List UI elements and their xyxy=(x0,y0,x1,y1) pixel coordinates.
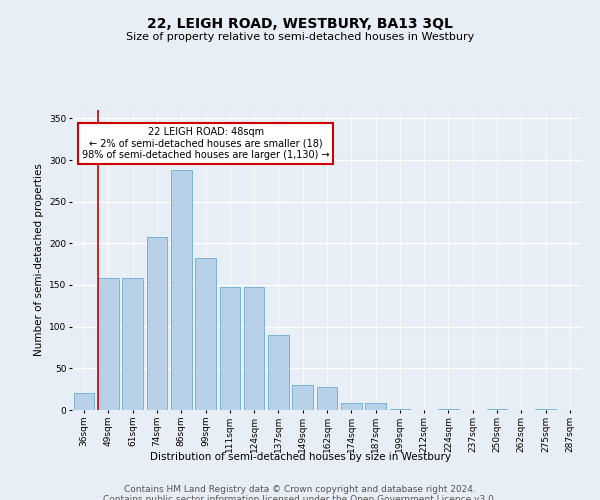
Bar xyxy=(365,404,386,410)
Bar xyxy=(438,409,459,410)
Bar xyxy=(171,170,191,410)
Text: Distribution of semi-detached houses by size in Westbury: Distribution of semi-detached houses by … xyxy=(149,452,451,462)
Bar xyxy=(244,286,265,410)
Bar xyxy=(292,385,313,410)
Y-axis label: Number of semi-detached properties: Number of semi-detached properties xyxy=(34,164,44,356)
Text: Contains HM Land Registry data © Crown copyright and database right 2024.: Contains HM Land Registry data © Crown c… xyxy=(124,485,476,494)
Bar xyxy=(74,394,94,410)
Text: Contains public sector information licensed under the Open Government Licence v3: Contains public sector information licen… xyxy=(103,495,497,500)
Bar xyxy=(487,409,508,410)
Bar xyxy=(195,258,216,410)
Bar xyxy=(146,236,167,410)
Bar xyxy=(98,278,119,410)
Bar xyxy=(535,409,556,410)
Bar xyxy=(268,335,289,410)
Bar xyxy=(341,404,362,410)
Bar xyxy=(122,278,143,410)
Bar xyxy=(317,386,337,410)
Bar xyxy=(220,286,240,410)
Text: 22, LEIGH ROAD, WESTBURY, BA13 3QL: 22, LEIGH ROAD, WESTBURY, BA13 3QL xyxy=(147,18,453,32)
Text: Size of property relative to semi-detached houses in Westbury: Size of property relative to semi-detach… xyxy=(126,32,474,42)
Text: 22 LEIGH ROAD: 48sqm
← 2% of semi-detached houses are smaller (18)
98% of semi-d: 22 LEIGH ROAD: 48sqm ← 2% of semi-detach… xyxy=(82,126,329,160)
Bar xyxy=(389,409,410,410)
